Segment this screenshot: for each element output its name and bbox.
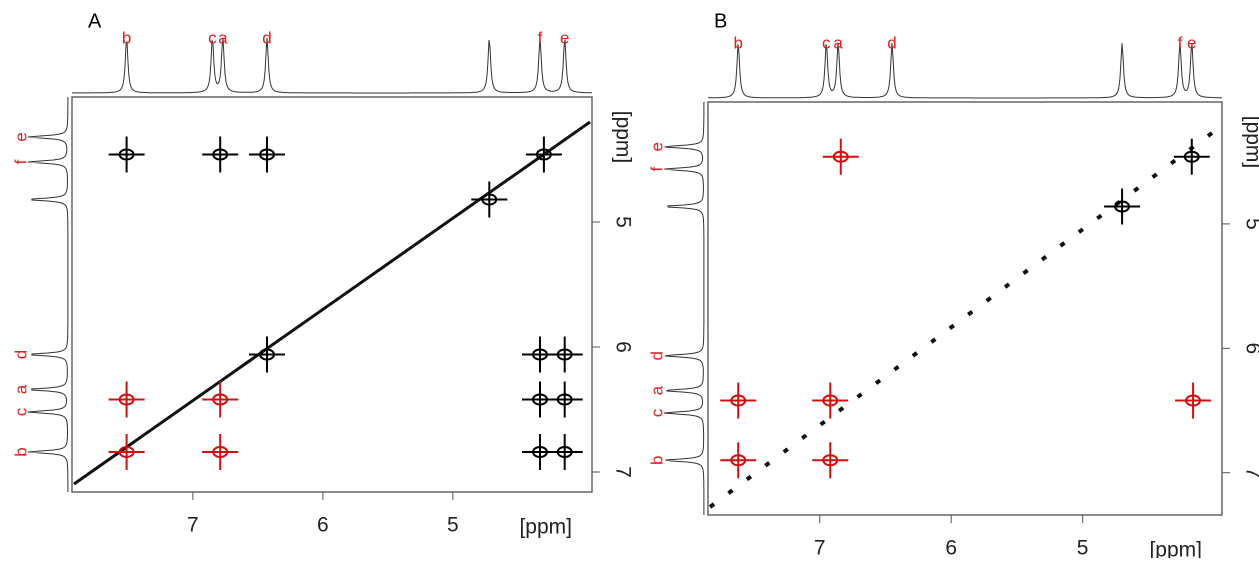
signal-label-left: e xyxy=(11,132,30,141)
signal-label-left: e xyxy=(647,142,666,151)
peak-core xyxy=(259,348,275,361)
peak-core xyxy=(1183,150,1200,163)
cross-peak xyxy=(202,136,239,173)
peak-core xyxy=(481,193,498,206)
y-tick-label: 6 xyxy=(1241,342,1259,354)
peak-core xyxy=(118,446,135,458)
panel-label: A xyxy=(88,10,102,32)
x-tick-label: 5 xyxy=(1077,537,1089,558)
peak-core xyxy=(1185,394,1202,407)
signal-label-left: b xyxy=(11,447,30,456)
signal-label-left: f xyxy=(11,159,30,164)
signal-label-top: e xyxy=(560,28,569,47)
cross-peak xyxy=(202,381,239,418)
y-tick-label: 7 xyxy=(1241,467,1259,479)
left-projection xyxy=(27,97,69,492)
x-tick-label: 5 xyxy=(447,514,459,537)
plot-frame xyxy=(71,96,593,493)
cross-peak xyxy=(1104,188,1141,225)
cross-peak xyxy=(812,382,849,419)
y-axis-label: [ppm] xyxy=(1241,116,1259,169)
signal-label-top: b xyxy=(734,33,743,52)
signal-label-top: e xyxy=(1187,33,1196,52)
cross-peak xyxy=(202,434,239,470)
peak-core xyxy=(535,148,552,161)
cross-peak xyxy=(108,434,145,470)
x-axis-label: [ppm] xyxy=(519,516,572,539)
signal-label-top: f xyxy=(538,28,543,47)
diagonal xyxy=(708,125,1222,509)
cross-peak xyxy=(1175,382,1212,419)
y-tick-label: 7 xyxy=(611,466,634,478)
signal-label-left: c xyxy=(11,407,30,416)
top-projection xyxy=(708,42,1223,99)
peak-core xyxy=(822,394,839,407)
peak-core xyxy=(212,446,229,458)
signal-label-top: d xyxy=(887,33,896,52)
cross-peak xyxy=(108,381,145,418)
peak-core xyxy=(212,148,229,161)
signal-label-top: a xyxy=(218,28,228,47)
signal-label-left: c xyxy=(647,408,666,417)
peak-core xyxy=(259,148,275,161)
cross-peak xyxy=(249,136,285,173)
cross-peak xyxy=(822,138,859,175)
signal-label-left: d xyxy=(11,350,30,359)
peak-core xyxy=(556,446,573,458)
signal-label-left: a xyxy=(647,385,666,395)
x-tick-label: 6 xyxy=(945,537,957,558)
peak-core xyxy=(118,148,135,161)
cross-peak xyxy=(546,381,583,418)
signal-label-top: c xyxy=(822,33,831,52)
cross-peak xyxy=(720,382,757,419)
x-axis-label: [ppm] xyxy=(1149,539,1202,558)
top-projection xyxy=(72,37,593,94)
peak-core xyxy=(730,394,747,407)
signal-label-top: b xyxy=(122,28,131,47)
cross-peak xyxy=(249,336,285,373)
signal-label-left: f xyxy=(647,167,666,172)
diagonal xyxy=(73,120,591,486)
x-tick-label: 6 xyxy=(317,514,329,537)
cross-peak xyxy=(108,136,145,173)
signal-label-left: a xyxy=(11,384,30,394)
cross-peak xyxy=(546,434,583,470)
signal-label-left: d xyxy=(647,351,666,360)
y-tick-label: 5 xyxy=(1241,218,1259,230)
cross-peak xyxy=(525,136,562,173)
cross-peak xyxy=(471,181,508,218)
cross-peak xyxy=(1173,138,1210,175)
peak-core xyxy=(118,393,135,406)
cross-peak xyxy=(720,442,757,479)
peak-core xyxy=(556,348,573,361)
panel-label: B xyxy=(714,10,727,32)
cross-peak xyxy=(546,336,583,373)
plot-frame xyxy=(707,101,1223,516)
peak-core xyxy=(1114,200,1131,213)
y-tick-label: 5 xyxy=(611,216,634,228)
x-tick-label: 7 xyxy=(187,514,199,537)
signal-label-top: c xyxy=(208,28,217,47)
y-tick-label: 6 xyxy=(611,341,634,353)
peak-core xyxy=(212,393,229,406)
peak-core xyxy=(556,393,573,406)
x-tick-label: 7 xyxy=(814,537,826,558)
peak-core xyxy=(822,454,839,467)
signal-label-top: d xyxy=(262,28,271,47)
signal-label-top: a xyxy=(833,33,843,52)
peak-core xyxy=(832,150,849,163)
signal-label-top: f xyxy=(1178,33,1183,52)
left-projection xyxy=(663,102,705,516)
peak-core xyxy=(730,454,747,467)
y-axis-label: [ppm] xyxy=(611,111,634,164)
cross-peak xyxy=(812,442,849,479)
signal-label-left: b xyxy=(647,456,666,465)
